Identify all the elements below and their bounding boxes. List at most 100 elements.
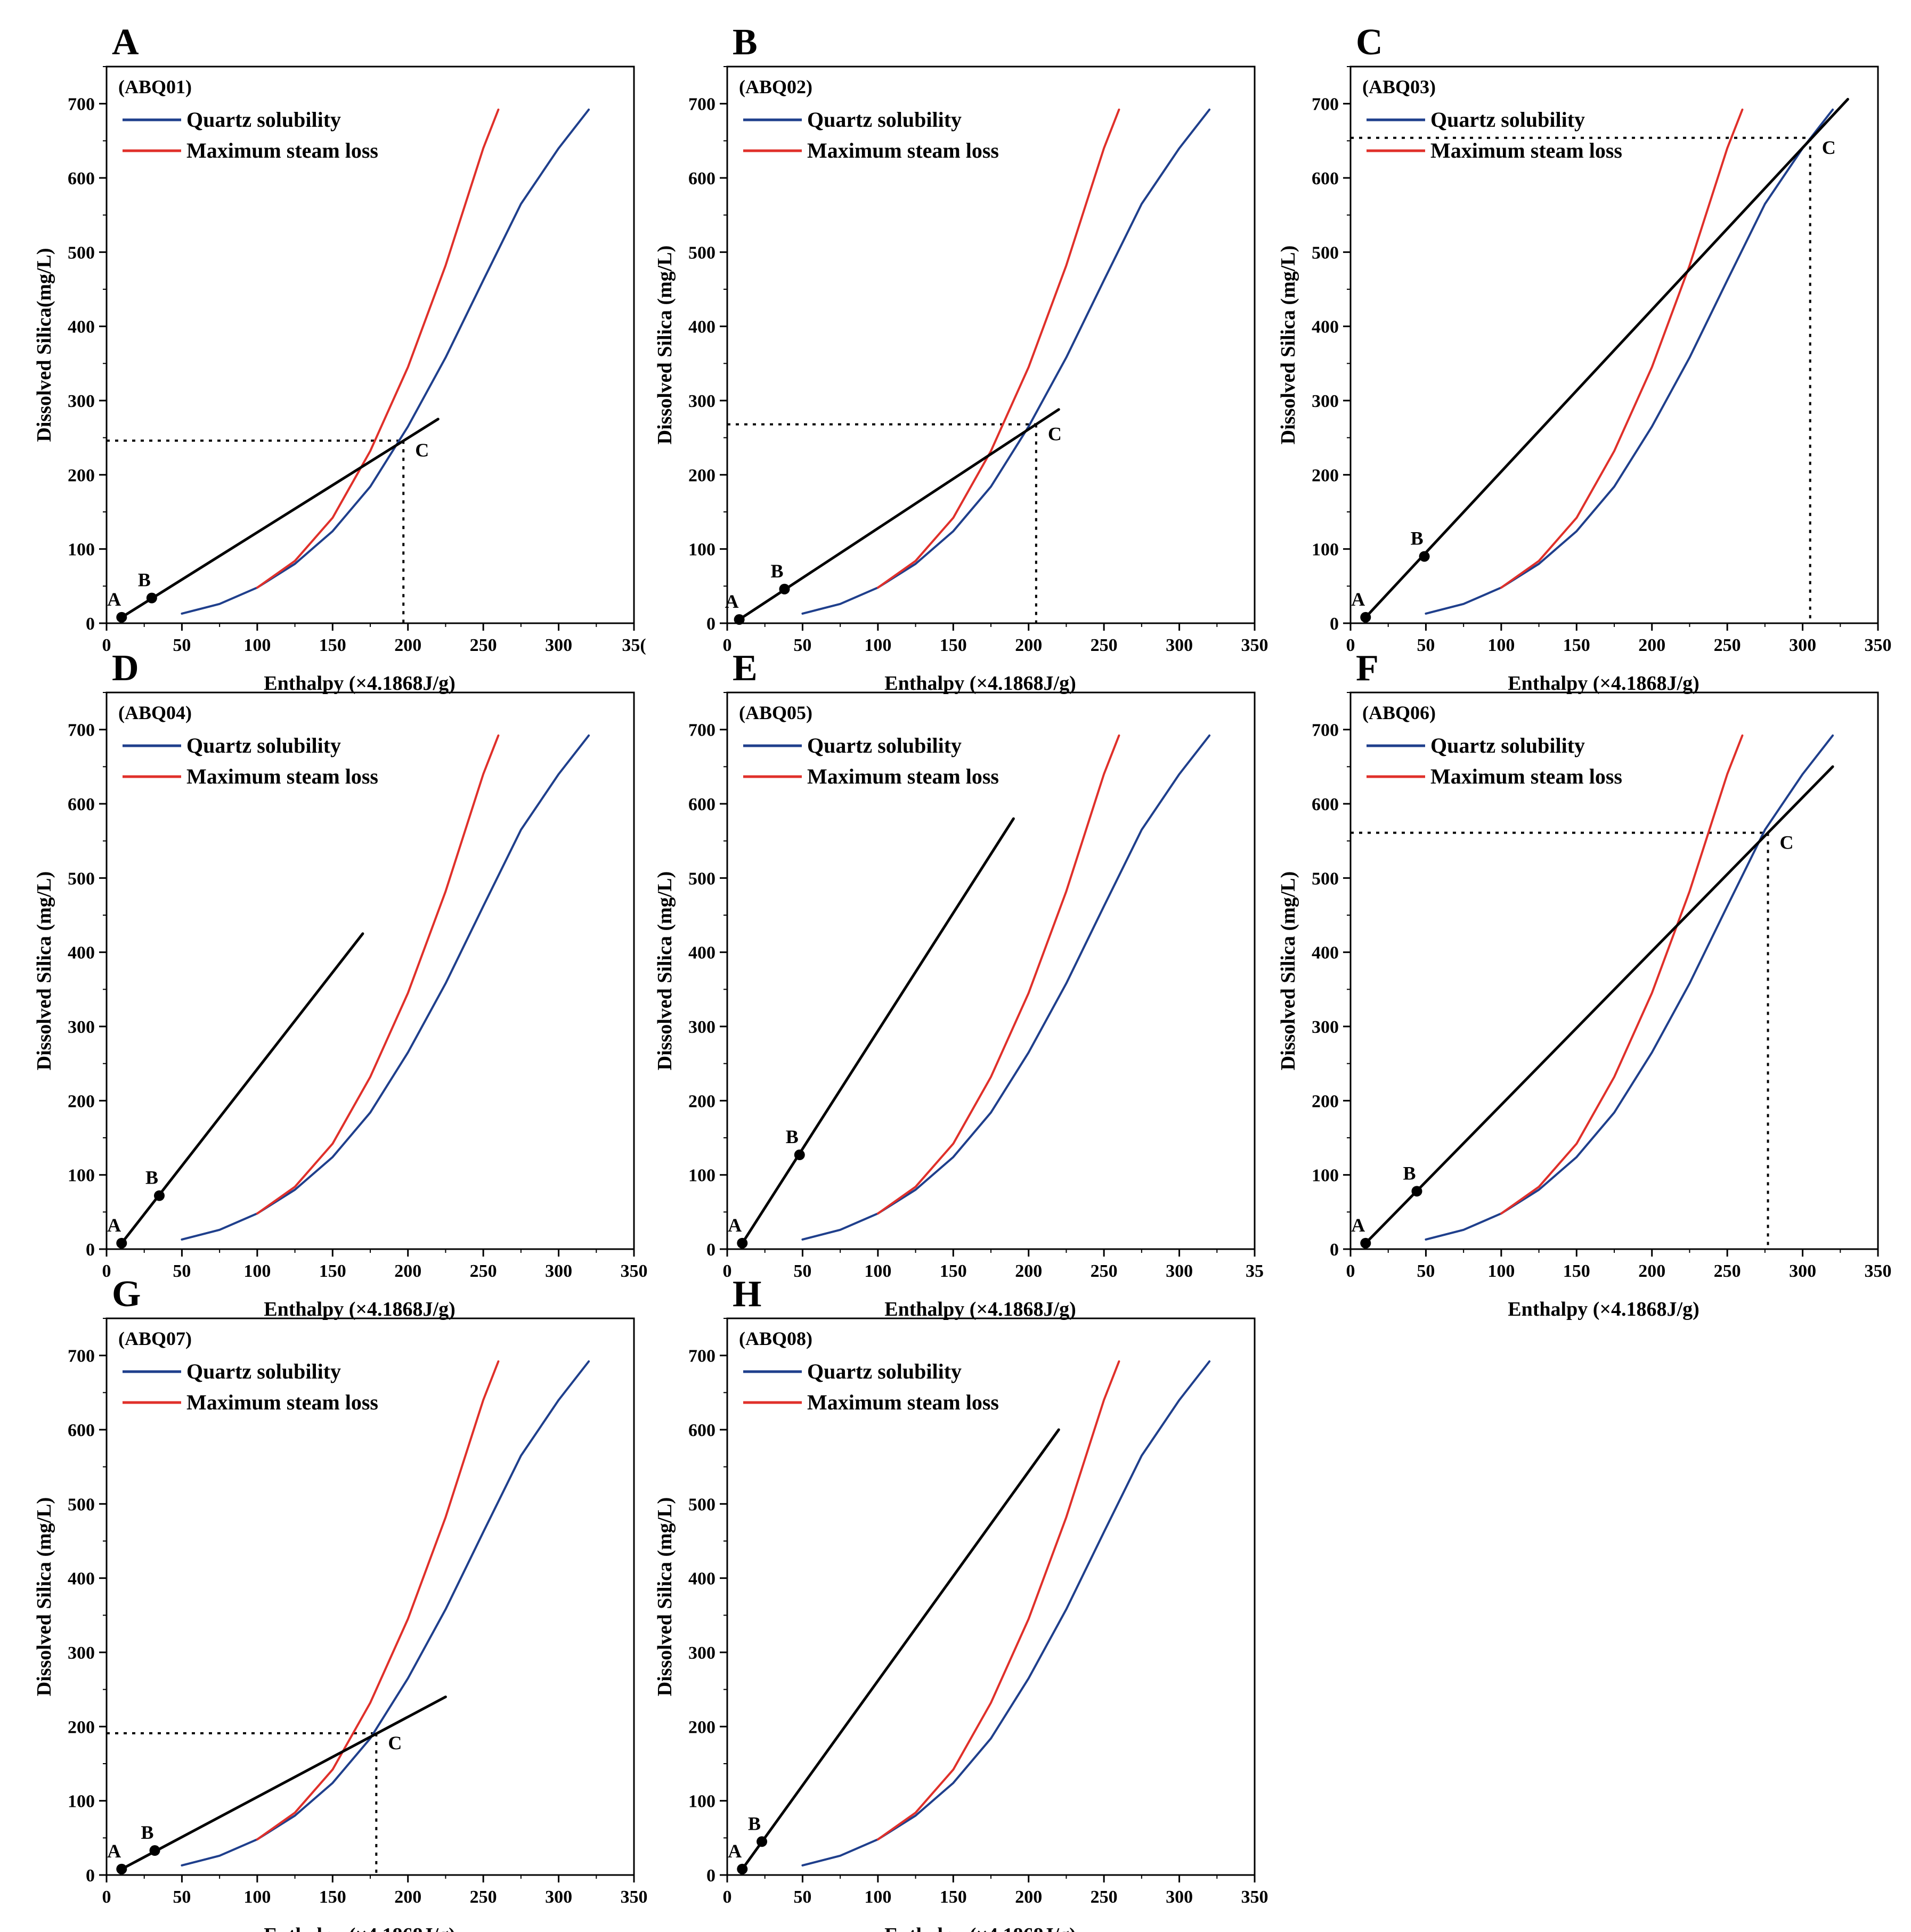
y-tick-label: 0 bbox=[86, 614, 95, 634]
y-axis-label: Dissolved Silica (mg/L) bbox=[1277, 871, 1299, 1071]
mixing-line bbox=[738, 408, 1060, 621]
point-label-a: A bbox=[1351, 589, 1365, 610]
x-tick-label: 0 bbox=[102, 635, 111, 655]
point-label-a: A bbox=[107, 1214, 121, 1236]
x-tick-label: 350 bbox=[1241, 1887, 1268, 1907]
point-label-b: B bbox=[145, 1167, 158, 1188]
legend-label: Quartz solubility bbox=[186, 733, 341, 757]
x-tick-label: 300 bbox=[545, 1887, 572, 1907]
x-tick-label: 200 bbox=[394, 1261, 421, 1281]
steam-loss-line bbox=[1500, 108, 1744, 589]
x-tick-label: 50 bbox=[793, 1261, 811, 1281]
x-tick-label: 200 bbox=[1015, 635, 1042, 655]
steam-loss-line bbox=[256, 734, 500, 1215]
panel-letter: G bbox=[112, 1274, 141, 1315]
chart-panel-f: F (ABQ06) 0 50 100 150 200 250 300 350 0 100 200 300 4… bbox=[1277, 648, 1892, 1320]
chart-panel-c: C (ABQ03) 0 50 100 150 200 250 300 350 0 100 200 300 4… bbox=[1277, 22, 1892, 695]
point-label-b: B bbox=[770, 560, 783, 582]
y-tick-label: 200 bbox=[68, 1717, 95, 1737]
x-tick-label: 250 bbox=[1091, 635, 1118, 655]
panel-letter: E bbox=[733, 648, 758, 689]
sample-label: (ABQ05) bbox=[739, 702, 812, 723]
x-tick-label: 350 bbox=[621, 1261, 648, 1281]
y-tick-label: 0 bbox=[1330, 1240, 1339, 1260]
steam-loss-line bbox=[1500, 734, 1744, 1215]
y-tick-label: 300 bbox=[68, 392, 95, 411]
point-label-b: B bbox=[1403, 1162, 1416, 1184]
y-axis-label: Dissolved Silica (mg/L) bbox=[654, 1497, 676, 1697]
quartz-solubility-line bbox=[801, 1360, 1211, 1866]
x-tick-label: 300 bbox=[1789, 635, 1816, 655]
x-tick-label: 50 bbox=[173, 635, 191, 655]
x-tick-label: 250 bbox=[1714, 635, 1741, 655]
point-a bbox=[116, 1863, 127, 1874]
sample-label: (ABQ04) bbox=[118, 702, 192, 723]
point-b bbox=[146, 592, 157, 604]
y-tick-label: 300 bbox=[688, 1017, 715, 1037]
x-tick-label: 250 bbox=[470, 1887, 497, 1907]
y-tick-label: 100 bbox=[1312, 1166, 1339, 1186]
chart-panel-h: H (ABQ08) 0 50 100 150 200 250 300 350 0 100 200 300 4… bbox=[654, 1274, 1268, 1932]
y-tick-label: 600 bbox=[68, 795, 95, 814]
chart-panel-b: B (ABQ02) 0 50 100 150 200 250 300 350 0 100 200 300 4… bbox=[654, 22, 1268, 695]
x-tick-label: 300 bbox=[1789, 1261, 1816, 1281]
y-tick-label: 100 bbox=[1312, 540, 1339, 560]
x-tick-label: 50 bbox=[1417, 635, 1435, 655]
x-tick-label: 100 bbox=[243, 1261, 271, 1281]
legend-label: Maximum steam loss bbox=[807, 764, 999, 788]
y-tick-label: 0 bbox=[706, 1866, 715, 1886]
x-tick-label: 100 bbox=[1487, 635, 1515, 655]
x-tick-label: 350 bbox=[621, 1887, 648, 1907]
point-label-a: A bbox=[1351, 1214, 1365, 1236]
x-tick-label: 300 bbox=[1166, 1261, 1193, 1281]
quartz-solubility-line bbox=[801, 734, 1211, 1241]
sample-label: (ABQ07) bbox=[118, 1328, 192, 1349]
legend-label: Maximum steam loss bbox=[1430, 764, 1622, 788]
point-b bbox=[757, 1836, 768, 1847]
mixing-line bbox=[1364, 765, 1834, 1245]
y-tick-label: 0 bbox=[706, 614, 715, 634]
y-axis-label: Dissolved Silica (mg/L) bbox=[33, 1497, 55, 1697]
quartz-solubility-line bbox=[181, 734, 590, 1241]
x-tick-label: 0 bbox=[102, 1887, 111, 1907]
y-tick-label: 600 bbox=[688, 795, 715, 814]
x-tick-label: 150 bbox=[940, 1261, 967, 1281]
y-tick-label: 100 bbox=[688, 1792, 715, 1812]
x-tick-label: 200 bbox=[1015, 1261, 1042, 1281]
quartz-solubility-line bbox=[801, 108, 1211, 615]
point-a bbox=[737, 1863, 748, 1874]
x-tick-label: 150 bbox=[319, 1887, 346, 1907]
x-tick-label: 300 bbox=[1166, 635, 1193, 655]
y-tick-label: 700 bbox=[1312, 721, 1339, 740]
point-label-a: A bbox=[107, 589, 121, 610]
x-tick-label: 250 bbox=[1091, 1261, 1118, 1281]
y-tick-label: 400 bbox=[68, 1569, 95, 1589]
y-tick-label: 400 bbox=[68, 943, 95, 963]
point-label-c: C bbox=[388, 1732, 402, 1754]
y-tick-label: 300 bbox=[68, 1017, 95, 1037]
point-label-c: C bbox=[1780, 832, 1794, 853]
point-b bbox=[154, 1190, 165, 1201]
y-tick-label: 100 bbox=[68, 540, 95, 560]
y-tick-label: 300 bbox=[1312, 1017, 1339, 1037]
panel-letter: F bbox=[1356, 648, 1379, 689]
y-tick-label: 100 bbox=[68, 1166, 95, 1186]
sample-label: (ABQ01) bbox=[118, 76, 192, 97]
legend-label: Quartz solubility bbox=[1430, 733, 1585, 757]
y-tick-label: 500 bbox=[68, 243, 95, 263]
steam-loss-line bbox=[256, 108, 500, 589]
point-b bbox=[794, 1150, 805, 1161]
y-tick-label: 400 bbox=[1312, 317, 1339, 337]
point-label-b: B bbox=[141, 1822, 154, 1843]
point-b bbox=[149, 1845, 160, 1856]
x-axis-label: Enthalpy (×4.1868J/g) bbox=[884, 1924, 1076, 1932]
x-tick-label: 100 bbox=[243, 635, 271, 655]
x-tick-label: 0 bbox=[1346, 635, 1355, 655]
x-tick-label: 200 bbox=[1638, 635, 1665, 655]
x-tick-label: 50 bbox=[173, 1887, 191, 1907]
chart-panel-d: D (ABQ04) 0 50 100 150 200 250 300 350 0 100 200 300 4… bbox=[33, 648, 648, 1320]
y-tick-label: 700 bbox=[68, 1347, 95, 1366]
y-tick-label: 500 bbox=[688, 1495, 715, 1514]
x-tick-label: 150 bbox=[1563, 1261, 1590, 1281]
